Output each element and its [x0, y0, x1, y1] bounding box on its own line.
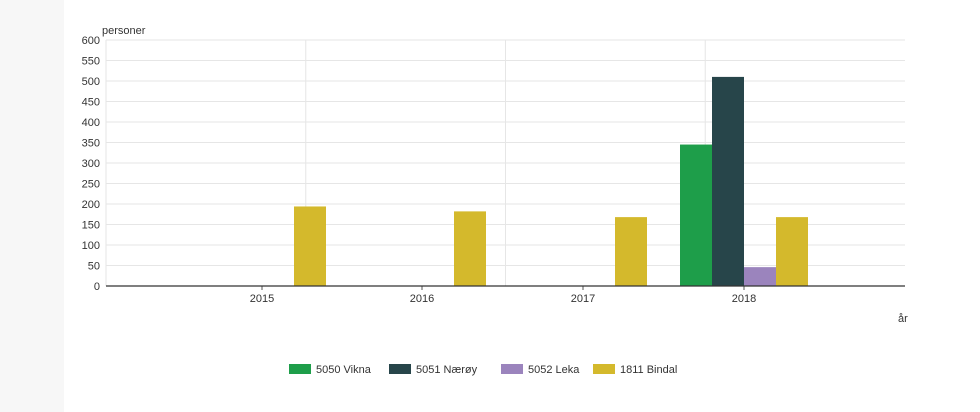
x-axis-label: år	[898, 313, 908, 325]
chart-panel: personer år 0 50 100 150 200 250 300 350 400 450 5…	[64, 0, 980, 412]
x-tick-label: 2016	[410, 293, 434, 305]
bar[interactable]	[712, 76, 744, 287]
legend-swatch	[593, 364, 615, 374]
bars	[294, 76, 808, 287]
y-tick-label: 300	[82, 158, 100, 170]
y-tick-label: 200	[82, 199, 100, 211]
y-tick-label: 50	[88, 261, 100, 273]
y-tick-label: 550	[82, 56, 100, 68]
bar[interactable]	[615, 217, 647, 286]
legend-item[interactable]: 5051 Nærøy	[416, 364, 478, 376]
y-tick-label: 150	[82, 220, 100, 232]
y-tick-label: 500	[82, 76, 100, 88]
grid-lines	[105, 39, 905, 286]
bar-chart: personer år 0 50 100 150 200 250 300 350 400 450 5…	[82, 25, 908, 376]
legend-item[interactable]: 5050 Vikna	[316, 364, 372, 376]
y-tick-label: 100	[82, 240, 100, 252]
legend-item[interactable]: 1811 Bindal	[620, 364, 677, 376]
bar[interactable]	[294, 206, 326, 286]
bar[interactable]	[454, 211, 486, 286]
y-axis-label: personer	[102, 25, 146, 37]
x-tick-label: 2018	[732, 293, 756, 305]
x-tick-label: 2015	[250, 293, 274, 305]
y-tick-label: 250	[82, 179, 100, 191]
x-tick-label: 2017	[571, 293, 595, 305]
legend-swatch	[289, 364, 311, 374]
legend-swatch	[501, 364, 523, 374]
y-tick-label: 400	[82, 117, 100, 129]
legend: 5050 Vikna 5051 Nærøy 5052 Leka 1811 Bindal	[289, 364, 677, 376]
axes: personer år 0 50 100 150 200 250 300 350 400 450 5…	[82, 25, 908, 325]
y-tick-label: 0	[94, 281, 100, 293]
bar[interactable]	[744, 267, 776, 286]
legend-item[interactable]: 5052 Leka	[528, 364, 580, 376]
bar[interactable]	[776, 217, 808, 286]
y-tick-label: 600	[82, 35, 100, 47]
bar[interactable]	[680, 144, 712, 286]
y-tick-label: 350	[82, 138, 100, 150]
y-tick-label: 450	[82, 97, 100, 109]
legend-swatch	[389, 364, 411, 374]
